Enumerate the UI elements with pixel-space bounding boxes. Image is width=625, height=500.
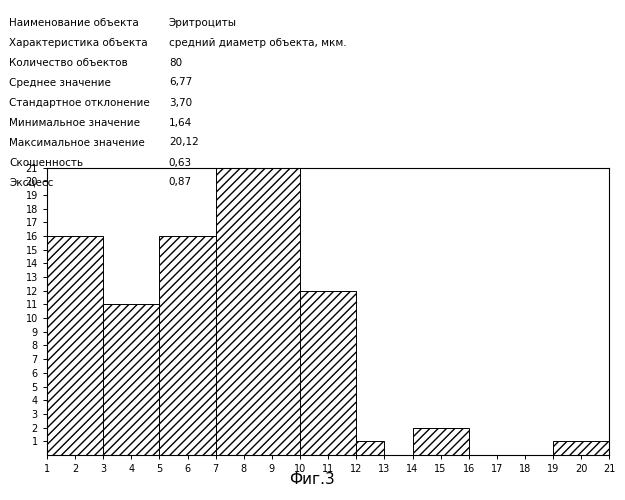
Bar	[216, 168, 300, 455]
Text: Скошенность: Скошенность	[9, 158, 84, 168]
Text: 80: 80	[169, 58, 182, 68]
Text: Эритроциты: Эритроциты	[169, 18, 237, 28]
Bar	[159, 236, 216, 455]
Bar	[356, 442, 384, 455]
Bar	[47, 236, 103, 455]
Text: 0,63: 0,63	[169, 158, 192, 168]
Text: 20,12: 20,12	[169, 138, 199, 147]
Bar	[300, 290, 356, 455]
Text: Максимальное значение: Максимальное значение	[9, 138, 145, 147]
Text: Эксцесс: Эксцесс	[9, 178, 54, 188]
Text: Стандартное отклонение: Стандартное отклонение	[9, 98, 150, 108]
Text: 3,70: 3,70	[169, 98, 192, 108]
Text: 1,64: 1,64	[169, 118, 192, 128]
Text: 0,87: 0,87	[169, 178, 192, 188]
Text: Среднее значение: Среднее значение	[9, 78, 111, 88]
Text: Наименование объекта: Наименование объекта	[9, 18, 139, 28]
Text: Характеристика объекта: Характеристика объекта	[9, 38, 148, 48]
Text: Фиг.3: Фиг.3	[289, 472, 336, 488]
Bar	[412, 428, 469, 455]
Text: средний диаметр объекта, мкм.: средний диаметр объекта, мкм.	[169, 38, 346, 48]
Bar	[553, 442, 609, 455]
Text: 6,77: 6,77	[169, 78, 192, 88]
Text: Минимальное значение: Минимальное значение	[9, 118, 141, 128]
Text: Количество объектов: Количество объектов	[9, 58, 128, 68]
Bar	[103, 304, 159, 455]
